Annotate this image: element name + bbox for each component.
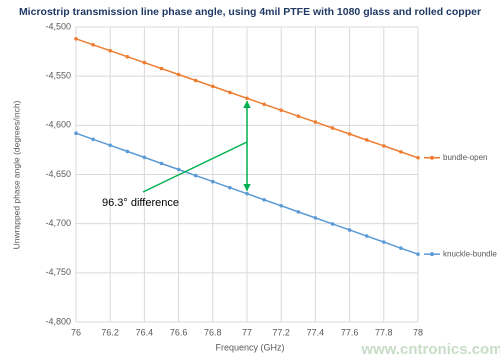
data-point	[262, 197, 266, 202]
data-point	[108, 143, 112, 148]
data-point	[176, 167, 181, 172]
x-tick-label: 76.6	[170, 327, 188, 337]
x-tick-label: 76.4	[136, 327, 154, 337]
data-point	[193, 78, 198, 83]
y-tick-label: -4,600	[45, 120, 71, 130]
y-tick-label: -4,750	[45, 267, 71, 277]
data-point	[125, 149, 130, 154]
data-point	[279, 203, 284, 208]
y-tick-label: -4,800	[45, 316, 71, 326]
x-tick-label: 77.2	[272, 327, 290, 337]
data-point	[74, 37, 78, 41]
data-point	[416, 155, 420, 160]
data-point	[125, 54, 130, 59]
data-point	[176, 72, 181, 77]
x-tick-label: 77.4	[307, 327, 325, 337]
x-tick-label: 76	[71, 327, 81, 337]
y-axis-label: Unwrapped phase angle (degrees/inch)	[11, 100, 21, 249]
data-point	[382, 240, 386, 244]
data-point	[228, 185, 232, 190]
data-point	[382, 144, 386, 148]
data-point	[347, 228, 352, 232]
x-tick-label: 77	[242, 327, 252, 337]
data-point	[74, 131, 78, 135]
data-point	[416, 252, 420, 256]
data-point	[313, 216, 318, 220]
data-point	[364, 234, 369, 238]
data-point	[159, 161, 164, 166]
data-point	[142, 155, 147, 160]
data-point	[193, 173, 198, 178]
data-point	[399, 246, 403, 250]
legend-label: bundle-open	[443, 153, 487, 162]
data-point	[330, 126, 335, 130]
data-point	[228, 90, 232, 95]
data-point	[279, 108, 284, 112]
chart-title: Microstrip transmission line phase angle…	[19, 6, 481, 18]
data-point	[142, 60, 147, 65]
x-tick-label: 76.2	[101, 327, 119, 337]
data-point	[399, 150, 403, 154]
data-point	[211, 179, 215, 184]
y-tick-label: -4,700	[45, 218, 71, 228]
watermark: www.cntronics.com	[360, 341, 500, 358]
data-point	[296, 114, 301, 118]
legend-marker	[430, 155, 434, 160]
data-point	[347, 132, 352, 136]
x-tick-label: 78	[413, 327, 423, 337]
data-point	[245, 96, 249, 101]
y-tick-label: -4,650	[45, 169, 71, 179]
y-tick-label: -4,550	[45, 71, 71, 81]
data-point	[91, 42, 95, 47]
annotation: 96.3° difference	[102, 197, 179, 209]
legend-marker	[430, 252, 434, 257]
legend-label: knuckle-bundle	[443, 249, 497, 258]
x-tick-label: 76.8	[204, 327, 222, 337]
annotation-leader	[142, 141, 248, 193]
y-tick-label: -4,500	[45, 21, 71, 31]
data-point	[211, 84, 215, 89]
x-tick-label: 77.6	[341, 327, 359, 337]
data-point	[313, 120, 318, 124]
data-point	[159, 66, 164, 71]
x-tick-label: 77.8	[375, 327, 393, 337]
data-point	[296, 210, 301, 214]
x-axis-label: Frequency (GHz)	[215, 342, 284, 352]
data-point	[330, 222, 335, 226]
data-point	[364, 138, 369, 142]
data-point	[262, 102, 266, 107]
data-point	[245, 191, 249, 196]
data-point	[108, 48, 112, 53]
data-point	[91, 137, 95, 142]
